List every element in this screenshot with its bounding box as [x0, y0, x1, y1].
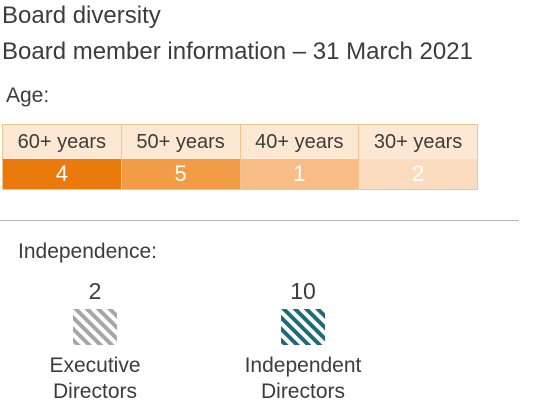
age-value-50: 5 [121, 159, 240, 189]
independent-hatch-swatch [281, 309, 325, 345]
executive-directors-group: 2 Executive Directors [10, 277, 180, 405]
section-divider [0, 220, 519, 221]
executive-directors-count: 2 [88, 278, 102, 304]
age-value-30: 2 [359, 159, 477, 189]
independent-directors-count: 10 [290, 278, 316, 304]
age-section-label: Age: [6, 84, 50, 107]
age-column-30: 30+ years 2 [358, 125, 477, 189]
chart-title: Board diversity [2, 2, 161, 29]
executive-directors-label-line2: Directors [52, 380, 137, 403]
chart-subtitle: Board member information – 31 March 2021 [2, 38, 473, 65]
age-table: 60+ years 4 50+ years 5 40+ years 1 30+ … [2, 124, 478, 190]
independent-directors-label-line1: Independent [244, 354, 362, 377]
age-column-50: 50+ years 5 [120, 125, 240, 189]
age-header-60: 60+ years [3, 125, 121, 159]
executive-hatch-swatch [73, 309, 117, 345]
age-value-60: 4 [3, 159, 121, 189]
age-header-30: 30+ years [359, 125, 477, 159]
independent-directors-group: 10 Independent Directors [218, 277, 388, 405]
age-header-50: 50+ years [121, 125, 240, 159]
executive-directors-label-line1: Executive [49, 354, 141, 377]
age-column-40: 40+ years 1 [239, 125, 359, 189]
age-header-40: 40+ years [240, 125, 359, 159]
age-column-60: 60+ years 4 [3, 125, 121, 189]
age-value-40: 1 [240, 159, 359, 189]
independence-section-label: Independence: [18, 240, 157, 263]
independent-directors-label-line2: Directors [260, 380, 345, 403]
